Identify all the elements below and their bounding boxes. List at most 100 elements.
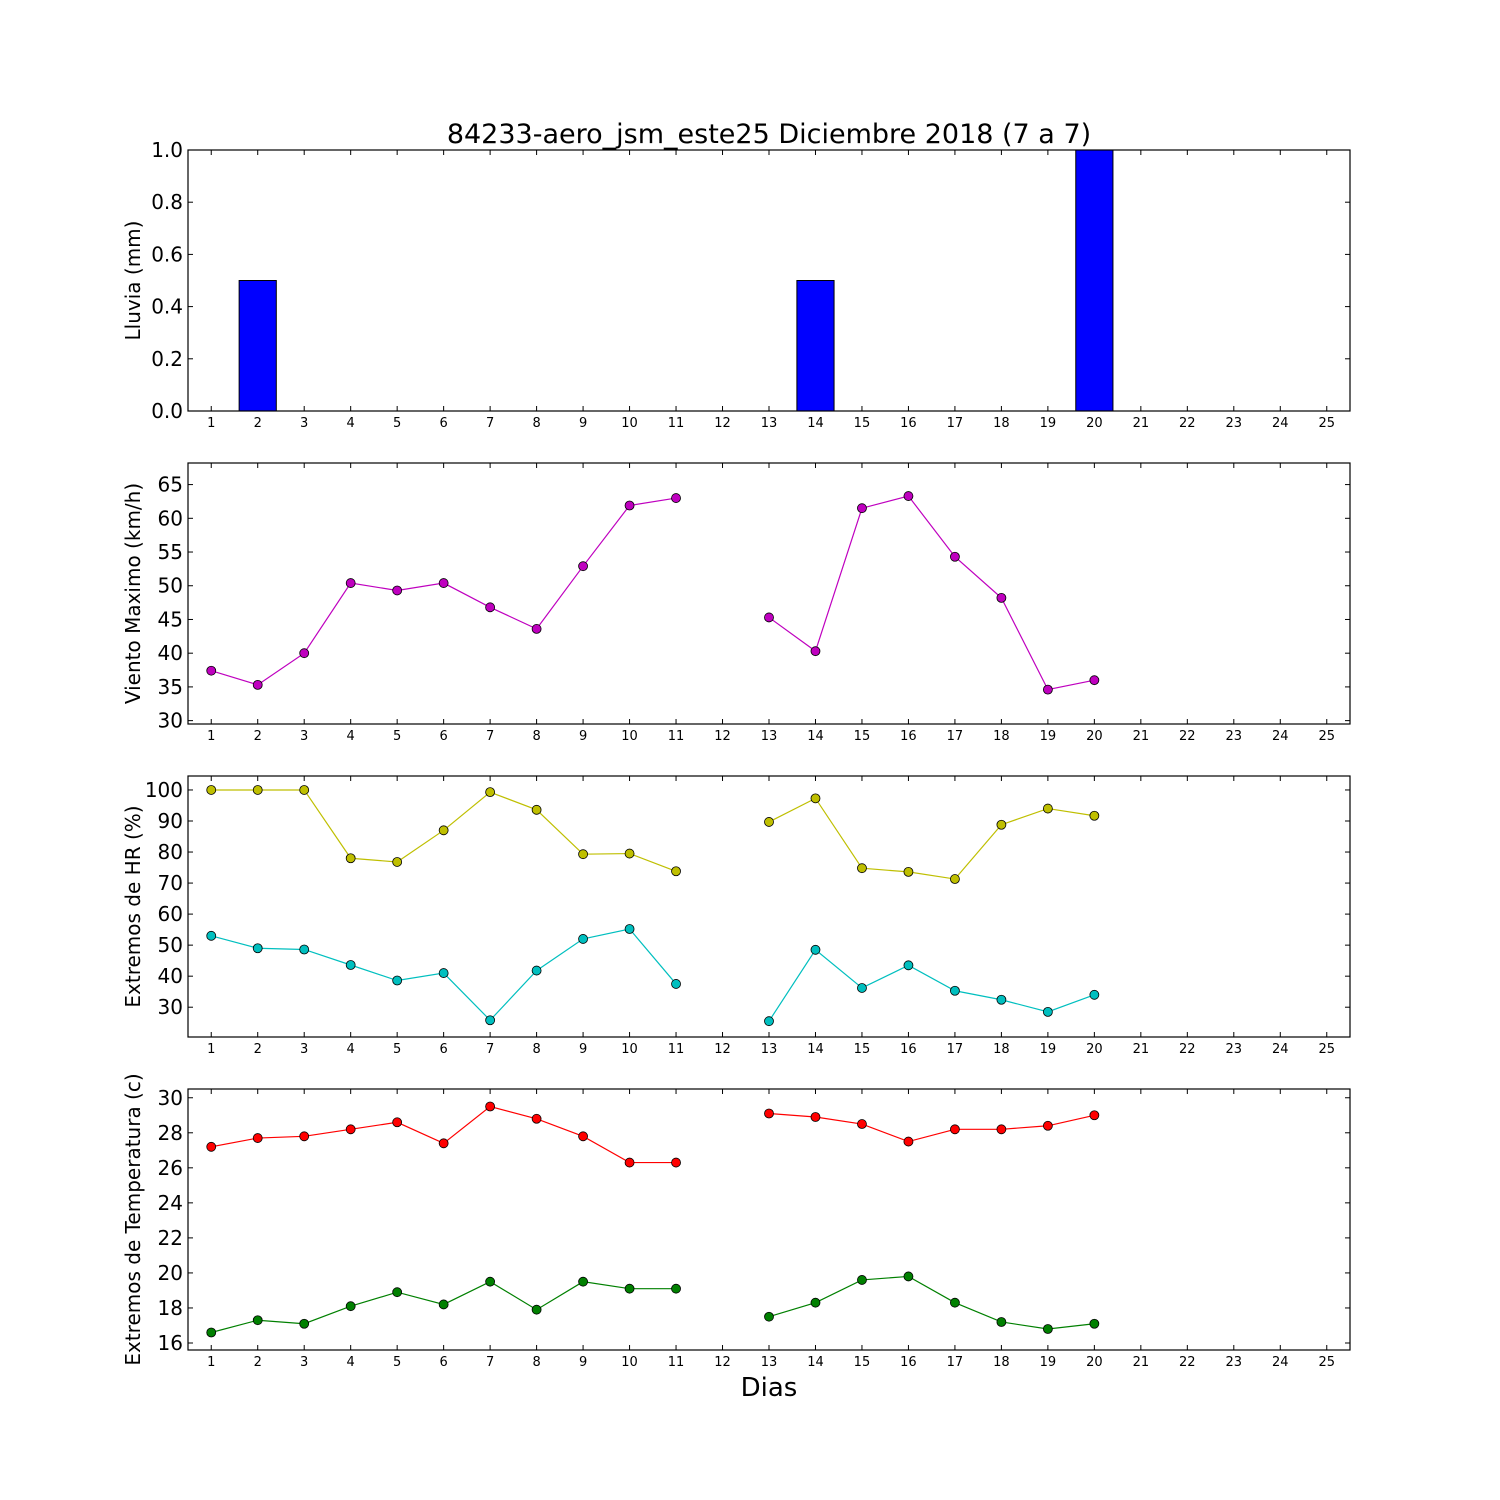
x-tick-label: 11 xyxy=(668,729,685,744)
x-tick-label: 10 xyxy=(621,1042,638,1057)
data-point xyxy=(438,1299,449,1310)
data-point xyxy=(624,924,635,934)
series-line xyxy=(768,1112,1095,1143)
data-point xyxy=(345,1124,356,1135)
data-point xyxy=(1089,989,1100,1000)
data-point xyxy=(671,493,681,503)
series-line xyxy=(768,797,1095,880)
y-axis-label: Extremos de HR (%) xyxy=(121,805,145,1007)
data-point xyxy=(531,965,542,976)
x-tick-label: 12 xyxy=(714,1355,731,1370)
data-point xyxy=(485,1101,496,1112)
data-point xyxy=(299,1318,310,1329)
data-point xyxy=(485,1015,496,1026)
x-tick-label: 4 xyxy=(347,1042,355,1057)
data-point xyxy=(996,592,1007,603)
x-tick-label: 11 xyxy=(668,1355,685,1370)
y-tick-label: 18 xyxy=(158,1296,183,1320)
x-tick-label: 2 xyxy=(254,1355,262,1370)
x-tick-label: 16 xyxy=(900,1355,917,1370)
y-axis-label: Viento Maximo (km/h) xyxy=(121,483,145,704)
data-point xyxy=(950,1124,960,1135)
x-tick-label: 20 xyxy=(1086,1042,1103,1057)
x-tick-label: 19 xyxy=(1040,416,1057,431)
y-tick-label: 0.8 xyxy=(151,190,183,214)
y-tick-label: 90 xyxy=(158,809,183,833)
data-point xyxy=(578,1276,588,1287)
x-tick-label: 15 xyxy=(854,1355,871,1370)
x-tick-label: 19 xyxy=(1040,1355,1057,1370)
series-line xyxy=(768,495,1095,691)
x-tick-label: 3 xyxy=(300,416,308,431)
y-tick-label: 26 xyxy=(158,1156,183,1180)
x-tick-label: 23 xyxy=(1226,416,1243,431)
x-tick-label: 6 xyxy=(439,1355,447,1370)
data-point xyxy=(764,817,774,827)
plot-frame xyxy=(187,149,1351,412)
x-tick-label: 10 xyxy=(621,1355,638,1370)
bar xyxy=(238,280,277,412)
x-tick-label: 1 xyxy=(207,1042,215,1057)
data-point xyxy=(392,585,403,596)
bar xyxy=(796,280,835,412)
x-tick-label: 2 xyxy=(254,729,262,744)
data-point xyxy=(996,1124,1007,1135)
y-tick-label: 30 xyxy=(158,709,183,733)
data-point xyxy=(950,1297,960,1308)
x-tick-label: 22 xyxy=(1179,416,1196,431)
data-point xyxy=(578,849,588,860)
data-point xyxy=(438,1138,449,1149)
data-point xyxy=(252,1315,263,1326)
x-tick-label: 7 xyxy=(486,1042,494,1057)
x-tick-label: 17 xyxy=(947,1042,964,1057)
x-tick-label: 18 xyxy=(993,416,1010,431)
x-tick-label: 6 xyxy=(439,1042,447,1057)
data-point xyxy=(996,819,1007,830)
y-tick-label: 65 xyxy=(158,473,183,497)
series-line xyxy=(211,497,677,686)
data-point xyxy=(206,1327,217,1338)
data-point xyxy=(810,1112,821,1122)
data-point xyxy=(578,561,588,572)
data-point xyxy=(485,1276,496,1287)
x-tick-label: 9 xyxy=(579,1355,587,1370)
y-tick-label: 24 xyxy=(158,1191,183,1215)
x-tick-label: 1 xyxy=(207,1355,215,1370)
plot-frame xyxy=(187,462,1351,725)
y-tick-label: 60 xyxy=(158,902,183,926)
data-point xyxy=(810,1297,821,1308)
x-tick-label: 9 xyxy=(579,1042,587,1057)
data-point xyxy=(1042,1120,1053,1131)
x-tick-label: 3 xyxy=(300,729,308,744)
y-tick-label: 40 xyxy=(158,641,183,665)
plot-frame xyxy=(187,775,1351,1038)
x-tick-label: 23 xyxy=(1226,729,1243,744)
x-tick-label: 20 xyxy=(1086,416,1103,431)
x-tick-label: 17 xyxy=(947,1355,964,1370)
data-point xyxy=(1042,684,1053,695)
x-tick-label: 14 xyxy=(807,1355,824,1370)
x-tick-label: 5 xyxy=(393,1042,401,1057)
data-point xyxy=(903,1271,914,1282)
data-point xyxy=(438,825,449,836)
x-tick-label: 18 xyxy=(993,1355,1010,1370)
x-tick-label: 9 xyxy=(579,729,587,744)
data-point xyxy=(857,503,867,514)
panels: 0.00.20.40.60.81.01 2 3 4 5 6 7 8 9 10 11 12 13 14 15 1… xyxy=(121,138,1351,1370)
y-tick-label: 45 xyxy=(158,607,183,631)
x-tick-label: 7 xyxy=(486,729,494,744)
x-tick-label: 2 xyxy=(254,416,262,431)
y-tick-label: 100 xyxy=(145,778,183,802)
y-tick-label: 0.4 xyxy=(151,295,183,319)
data-point xyxy=(1042,1324,1053,1334)
x-tick-label: 10 xyxy=(621,729,638,744)
data-point xyxy=(1042,1006,1053,1017)
x-tick-label: 21 xyxy=(1133,1355,1150,1370)
y-tick-label: 40 xyxy=(158,964,183,988)
data-point xyxy=(624,848,635,859)
data-point xyxy=(206,930,217,941)
data-point xyxy=(950,985,960,996)
data-point xyxy=(299,1131,310,1142)
